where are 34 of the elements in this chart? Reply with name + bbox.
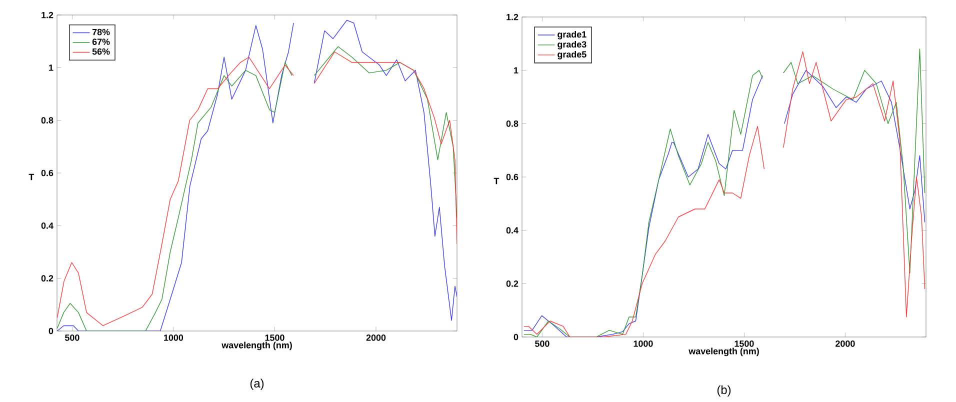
legend-label: 78% [92, 28, 110, 36]
text: (a) [250, 378, 264, 390]
x-tick-label: 1500 [734, 340, 754, 347]
y-tick-label: 0 [48, 328, 54, 334]
y-axis-title: T [494, 178, 500, 184]
legend-label: grade3 [558, 40, 586, 50]
legend-label: grade5 [558, 50, 586, 60]
y-tick-label: 1 [49, 64, 54, 71]
y-tick-label: 0.4 [41, 222, 54, 229]
x-tick-label: 2000 [366, 334, 386, 341]
y-tick-label: 1.2 [506, 14, 518, 20]
y-tick-label: 1 [514, 67, 518, 74]
legend-label: 67% [92, 38, 110, 45]
y-tick-label: 1.2 [42, 12, 54, 18]
y-tick-label: 0.6 [41, 170, 54, 176]
x-tick-label: 500 [64, 334, 80, 341]
y-tick-label: 0.2 [41, 275, 54, 282]
text: (b) [717, 385, 731, 396]
x-tick-label: 1000 [634, 340, 653, 347]
x-tick-label: 1500 [265, 334, 284, 341]
x-tick-label: 500 [535, 340, 550, 347]
x-axis-title: wavelength (nm) [688, 348, 759, 356]
y-tick-label: 0.8 [506, 120, 518, 127]
legend-label: 56% [92, 48, 110, 55]
x-tick-label: 2000 [836, 340, 855, 347]
y-tick-label: 0.2 [506, 280, 518, 287]
legend-label: grade1 [558, 30, 586, 40]
x-axis-title: wavelength (nm) [222, 342, 292, 350]
y-tick-label: 0.4 [506, 227, 518, 234]
y-tick-label: 0 [514, 334, 518, 340]
y-tick-label: 0.6 [506, 174, 518, 180]
y-tick-label: 0.8 [41, 117, 54, 124]
x-tick-label: 1000 [164, 334, 184, 341]
y-axis-title: T [28, 174, 34, 180]
